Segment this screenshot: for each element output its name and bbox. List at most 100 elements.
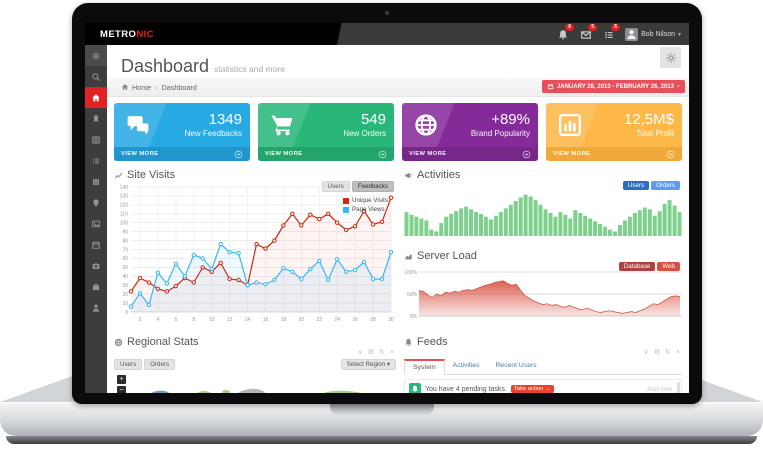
panel-title: Site Visits — [114, 168, 396, 182]
svg-text:30: 30 — [122, 283, 128, 289]
view-more-link[interactable]: VIEW MORE — [402, 147, 538, 161]
sidebar-item-locations[interactable] — [85, 192, 107, 213]
bell-icon — [404, 338, 413, 347]
view-more-link[interactable]: VIEW MORE — [114, 147, 250, 161]
stat-tile-body: 549 New Orders — [258, 103, 394, 147]
breadcrumb-current: Dashboard — [161, 82, 197, 92]
page-header: Dashboard statistics and more — [107, 45, 689, 78]
collapse-icon[interactable]: ∨ — [357, 349, 363, 356]
svg-text:16: 16 — [263, 317, 269, 323]
home-icon — [91, 93, 101, 103]
sidebar-item-projects[interactable] — [85, 276, 107, 297]
filter-web[interactable]: Web — [657, 262, 680, 271]
tab-system[interactable]: System — [404, 359, 445, 375]
svg-text:80: 80 — [122, 238, 128, 244]
comments-icon — [125, 112, 151, 138]
breadcrumb-home[interactable]: Home — [132, 82, 152, 92]
svg-text:26: 26 — [352, 317, 358, 323]
date-range-label: JANUARY 28, 2013 - FEBRUARY 26, 2013 — [556, 83, 674, 90]
panel-title-text: Regional Stats — [127, 336, 199, 348]
map-zoom-in-button[interactable]: + — [117, 375, 126, 384]
stat-value: +89% — [491, 111, 530, 128]
site-visits-chart: 0 10 20 30 40 50 60 70 80 90 100 110 120 130 140 2 4 6 8 10… — [114, 182, 396, 329]
svg-text:140: 140 — [120, 185, 129, 191]
date-range-button[interactable]: JANUARY 28, 2013 - FEBRUARY 26, 2013 ▾ — [541, 80, 685, 93]
chevron-down-icon: ▾ — [386, 361, 390, 368]
feeds-tabs: System Activities Recent Users — [404, 358, 682, 375]
svg-text:0: 0 — [125, 310, 128, 316]
feed-item-icon-badge — [409, 383, 421, 393]
filter-feedbacks[interactable]: Feedbacks — [351, 181, 394, 192]
reload-icon[interactable]: ↻ — [665, 349, 671, 356]
user-name: Bob Nilson — [641, 30, 675, 38]
page-subtitle: statistics and more — [214, 64, 285, 74]
bell-button[interactable]: 6 — [557, 24, 575, 40]
filter-database[interactable]: Database — [618, 262, 656, 271]
collapse-icon[interactable]: ∨ — [643, 349, 649, 356]
svg-text:10: 10 — [122, 301, 128, 307]
filter-orders[interactable]: Orders — [651, 181, 680, 190]
legend-swatch — [343, 197, 349, 204]
reload-icon[interactable]: ↻ — [379, 349, 385, 356]
filter-orders[interactable]: Orders — [144, 359, 176, 370]
close-icon[interactable]: × — [675, 349, 680, 356]
tab-recent-users[interactable]: Recent Users — [495, 362, 537, 369]
config-icon[interactable]: ⚙ — [653, 349, 661, 356]
svg-text:90: 90 — [122, 229, 128, 235]
tasks-button[interactable]: 5 — [603, 24, 621, 40]
sidebar-item-calendar[interactable] — [85, 234, 107, 255]
svg-text:30: 30 — [388, 317, 394, 323]
legend-item: Unique Visits — [343, 197, 388, 204]
panel-title: Activities — [404, 168, 682, 182]
sidebar-item-lists[interactable] — [85, 150, 107, 171]
world-map-svg — [144, 388, 362, 393]
breadcrumb-separator: › — [155, 82, 158, 92]
filter-users[interactable]: Users — [321, 181, 350, 192]
stat-tile: 12,5M$ Total Profit VIEW MORE — [546, 103, 682, 161]
sidebar-item-menu-toggle[interactable] — [85, 45, 107, 66]
sidebar-item-profile[interactable] — [85, 297, 107, 318]
filter-users[interactable]: Users — [622, 181, 650, 190]
home-icon — [121, 83, 129, 91]
laptop-base — [0, 402, 763, 436]
panel-title-text: Feeds — [417, 336, 448, 348]
feeds-scrollbar[interactable] — [677, 382, 680, 393]
pin-icon — [91, 198, 101, 208]
sidebar-item-dashboard[interactable] — [85, 87, 107, 108]
stat-label: New Feedbacks — [184, 129, 242, 138]
sidebar-item-camera[interactable] — [85, 255, 107, 276]
map-zoom-out-button[interactable]: − — [117, 386, 126, 393]
close-icon[interactable]: × — [389, 349, 394, 356]
stat-tile: 549 New Orders VIEW MORE — [258, 103, 394, 161]
view-more-link[interactable]: VIEW MORE — [546, 147, 682, 161]
take-action-button[interactable]: Take action → — [510, 385, 554, 393]
stat-tile-body: +89% Brand Popularity — [402, 103, 538, 147]
settings-button[interactable] — [660, 47, 681, 68]
view-more-link[interactable]: VIEW MORE — [258, 147, 394, 161]
sidebar-item-columns[interactable] — [85, 171, 107, 192]
config-icon[interactable]: ⚙ — [367, 349, 375, 356]
sidebar-item-search[interactable] — [85, 66, 107, 87]
select-region-dropdown[interactable]: Select Region ▾ — [340, 359, 396, 370]
app-logo[interactable]: METRONIC — [85, 29, 154, 40]
envelope-button[interactable]: 5 — [580, 24, 598, 40]
bar-chart-icon — [557, 112, 583, 138]
filter-users[interactable]: Users — [114, 359, 143, 370]
bookmark-icon — [91, 114, 101, 124]
laptop-base-bottom — [6, 436, 757, 444]
chart-legend: Unique Visits Page Views — [343, 197, 388, 213]
laptop-base-left-edge — [0, 374, 78, 402]
stat-tile-body: 1349 New Feedbacks — [114, 103, 250, 147]
stat-value: 549 — [360, 111, 386, 128]
svg-text:70: 70 — [122, 247, 128, 253]
svg-text:24: 24 — [334, 317, 340, 323]
sidebar-item-tables[interactable] — [85, 129, 107, 150]
user-menu[interactable]: Bob Nilson ▾ — [625, 27, 681, 41]
stat-numbers: +89% Brand Popularity — [471, 112, 538, 138]
sidebar-item-media[interactable] — [85, 213, 107, 234]
sidebar-item-bookmarks[interactable] — [85, 108, 107, 129]
calendar-icon — [547, 83, 554, 90]
tab-activities[interactable]: Activities — [452, 362, 480, 369]
notification-badge: 6 — [565, 24, 575, 31]
